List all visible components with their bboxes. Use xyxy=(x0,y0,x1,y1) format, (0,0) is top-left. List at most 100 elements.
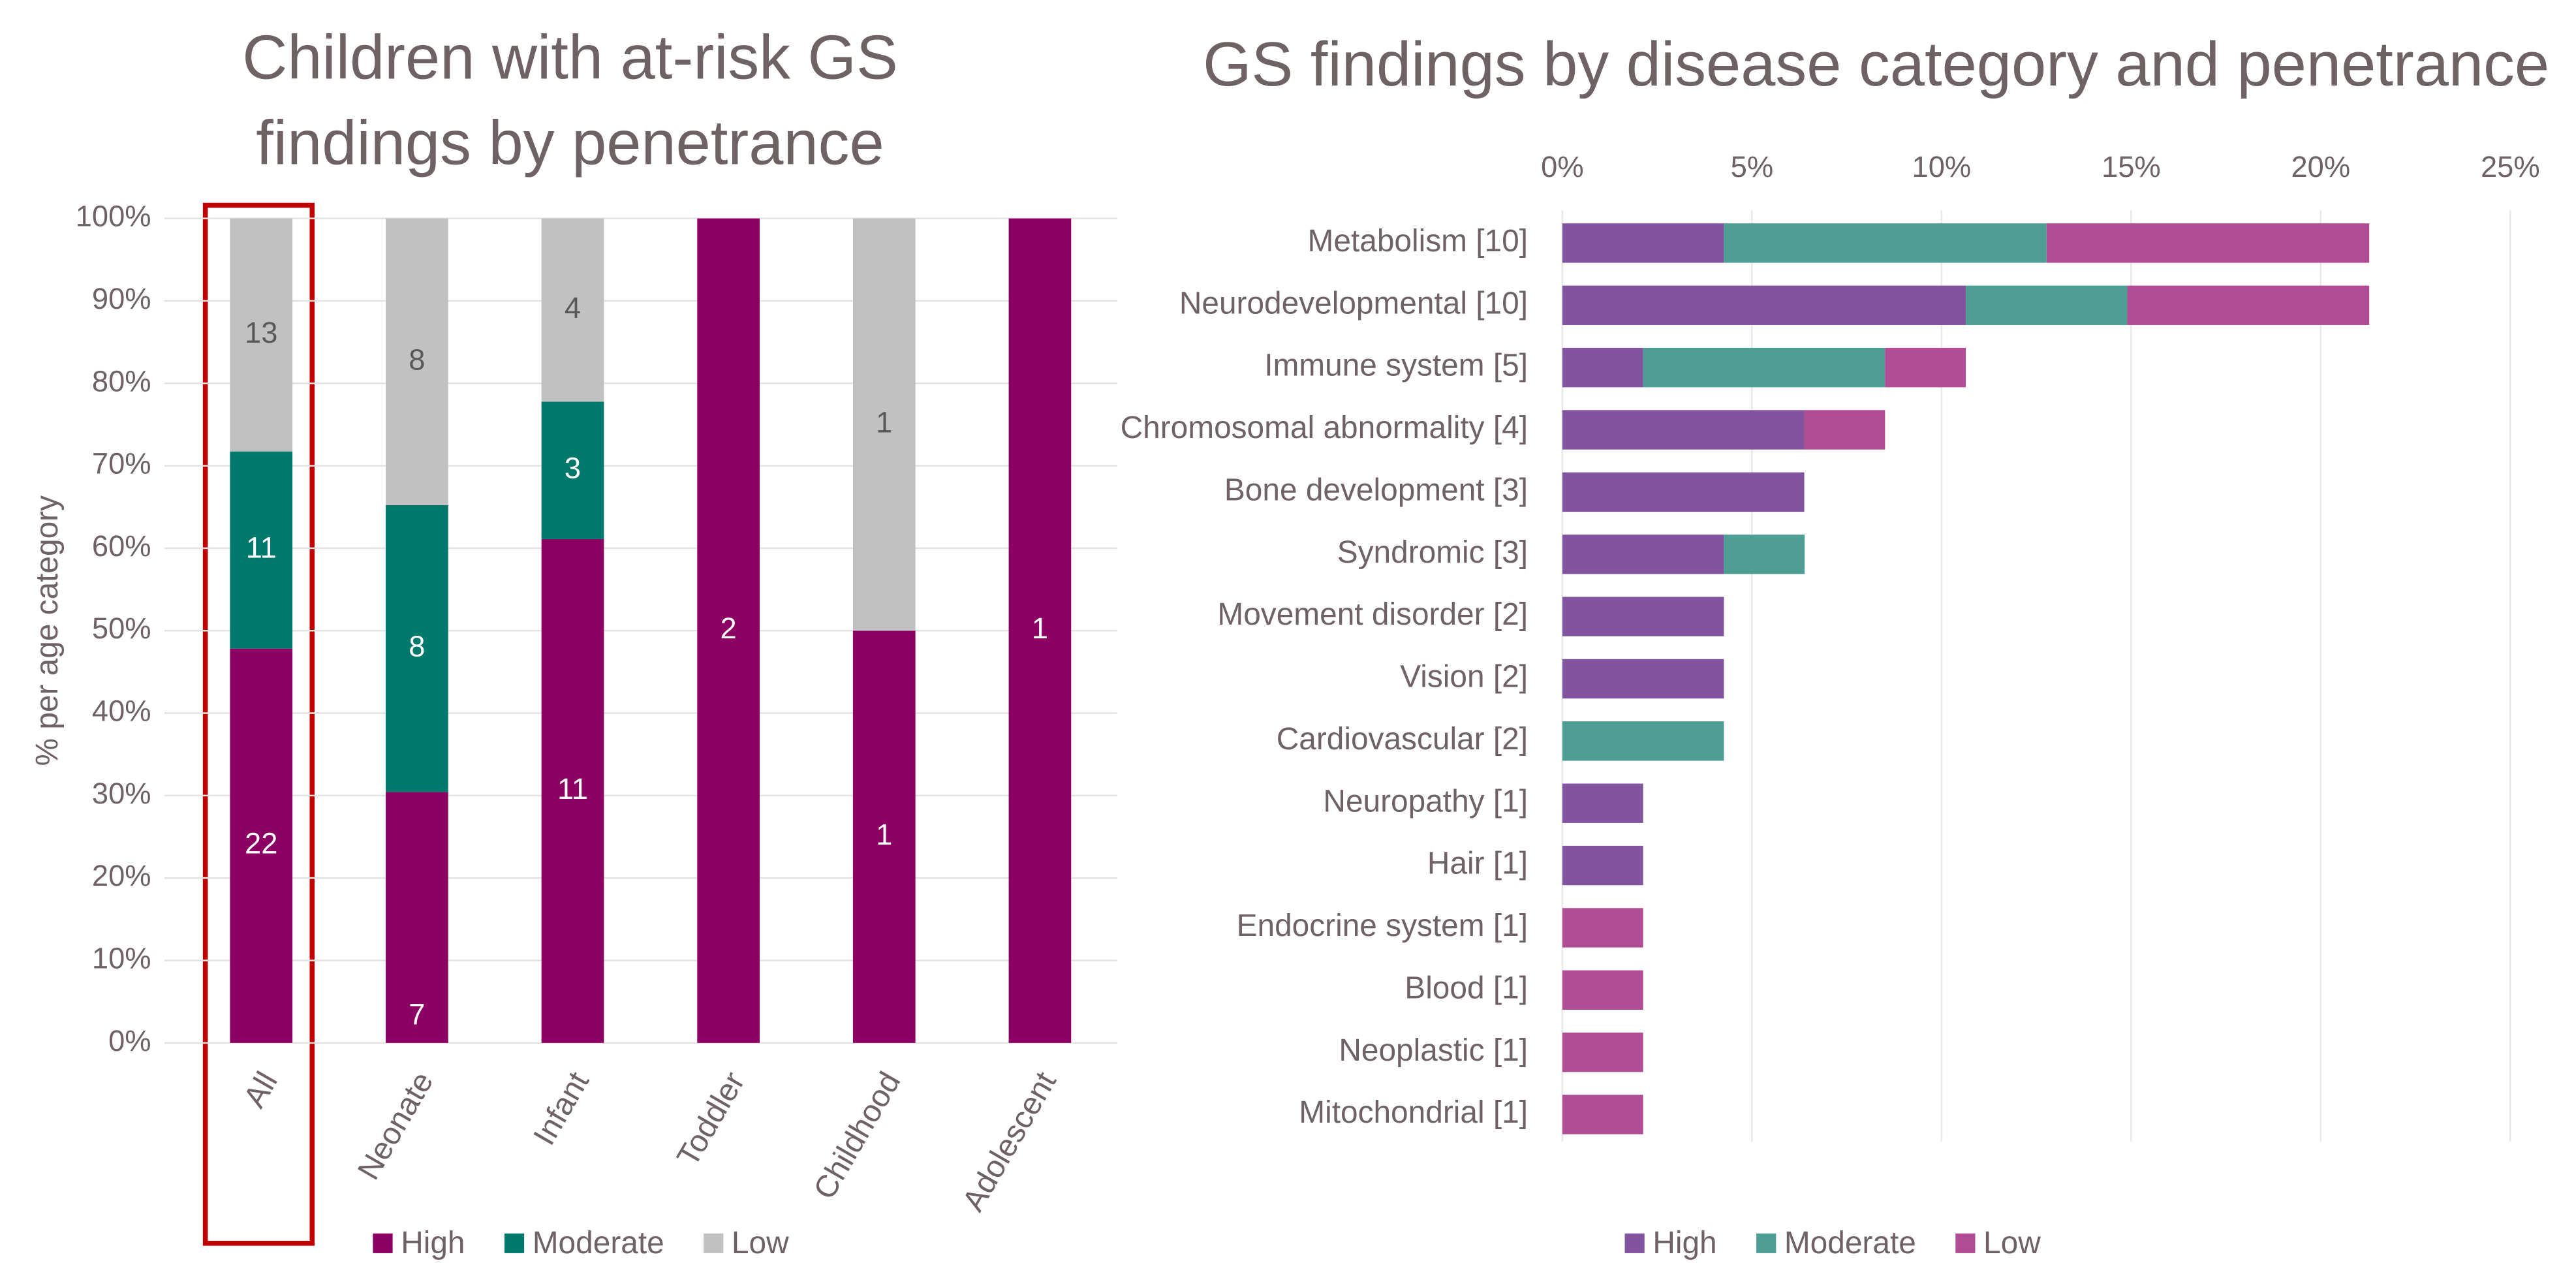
legend-swatch xyxy=(1955,1233,1976,1253)
bar-segment xyxy=(1562,410,1805,450)
bar-segment xyxy=(230,451,293,649)
y-tick-label: Neurodevelopmental [10] xyxy=(1179,286,1528,320)
y-tick-label: Mitochondrial [1] xyxy=(1299,1095,1528,1130)
data-label: 2 xyxy=(721,612,737,645)
y-tick-label: 20% xyxy=(92,859,151,892)
y-axis-title: % per age category xyxy=(30,495,65,766)
bar-segment xyxy=(1562,1032,1643,1072)
bar-segment xyxy=(1562,970,1643,1010)
y-tick-label: Neuropathy [1] xyxy=(1323,784,1528,819)
y-tick-label: 40% xyxy=(92,694,151,728)
bar-segment xyxy=(386,218,448,506)
data-label: 11 xyxy=(246,531,277,565)
bar-segment xyxy=(1008,218,1072,1043)
bar-segment xyxy=(1562,285,1966,325)
x-tick-label: 0% xyxy=(1541,150,1583,183)
bar-segment xyxy=(1562,908,1643,948)
y-tick-label: Endocrine system [1] xyxy=(1237,909,1528,943)
chart-title: GS findings by disease category and pene… xyxy=(1203,29,2549,99)
legend-label: Low xyxy=(732,1226,789,1260)
y-tick-label: Chromosomal abnormality [4] xyxy=(1121,411,1528,445)
legend-swatch xyxy=(504,1233,525,1253)
x-tick-label: 15% xyxy=(2102,150,2161,183)
x-tick-label: Neonate xyxy=(351,1066,440,1185)
bar-segment xyxy=(697,218,760,1043)
bar-segment xyxy=(1562,535,1724,574)
data-label: 22 xyxy=(245,827,277,860)
y-tick-label: Immune system [5] xyxy=(1264,349,1528,383)
y-tick-label: 80% xyxy=(92,364,151,398)
x-tick-label: All xyxy=(237,1066,284,1113)
bar-segment xyxy=(1562,597,1724,636)
y-tick-label: 70% xyxy=(92,447,151,480)
bar-segment xyxy=(1562,845,1643,886)
y-tick-label: 30% xyxy=(92,777,151,810)
legend-swatch xyxy=(1756,1233,1777,1253)
bar-segment xyxy=(2046,223,2370,263)
bar-segment xyxy=(852,631,916,1043)
x-tick-label: 25% xyxy=(2481,150,2540,183)
data-label: 11 xyxy=(557,772,588,805)
highlight-box xyxy=(202,202,315,1246)
title-line: findings by penetrance xyxy=(256,108,884,178)
bar-segment xyxy=(1562,1095,1643,1134)
bar-segment xyxy=(230,648,293,1043)
bar-segment xyxy=(230,218,293,452)
bar-segment xyxy=(1724,535,1805,574)
y-tick-label: Cardiovascular [2] xyxy=(1277,722,1528,756)
bar-segment xyxy=(386,792,448,1043)
legend-label: High xyxy=(401,1226,465,1260)
y-tick-label: 60% xyxy=(92,529,151,563)
bar-segment xyxy=(1562,347,1643,388)
legend-label: High xyxy=(1653,1226,1716,1260)
title-line: Children with at-risk GS xyxy=(242,23,898,93)
bar-segment xyxy=(1562,659,1724,699)
bar-segment xyxy=(541,401,604,539)
y-tick-label: Hair [1] xyxy=(1427,847,1528,881)
y-tick-label: Syndromic [3] xyxy=(1337,535,1528,570)
x-tick-label: Adolescent xyxy=(956,1066,1063,1217)
y-tick-label: 100% xyxy=(76,200,151,233)
data-label: 3 xyxy=(565,452,581,485)
legend-swatch xyxy=(373,1233,393,1253)
y-tick-label: Neoplastic [1] xyxy=(1339,1033,1528,1068)
legend-label: Moderate xyxy=(1784,1226,1916,1260)
bar-segment xyxy=(386,505,448,792)
data-label: 8 xyxy=(409,630,425,663)
data-label: 1 xyxy=(876,405,892,439)
bar-segment xyxy=(1966,285,2128,325)
bar-segment xyxy=(2127,285,2370,325)
x-tick-label: 10% xyxy=(1912,150,1972,183)
bar-segment xyxy=(852,218,916,631)
chart-title: Children with at-risk GS findings by pene… xyxy=(242,23,898,178)
x-tick-label: 5% xyxy=(1731,150,1773,183)
data-label: 13 xyxy=(245,316,277,349)
legend-swatch xyxy=(1624,1233,1645,1253)
bar-segment xyxy=(1562,223,1724,263)
bar-segment xyxy=(541,538,604,1043)
legend-label: Low xyxy=(1983,1226,2041,1260)
data-label: 4 xyxy=(565,291,581,324)
bar-segment xyxy=(1885,347,1966,388)
bar-segment xyxy=(1562,721,1724,761)
y-tick-label: Bone development [3] xyxy=(1224,473,1528,508)
y-tick-label: 50% xyxy=(92,612,151,645)
bar-segment xyxy=(541,218,604,402)
legend-label: Moderate xyxy=(533,1226,664,1260)
data-label: 7 xyxy=(409,998,425,1031)
bar-segment xyxy=(1562,783,1643,823)
y-tick-label: Vision [2] xyxy=(1400,660,1528,694)
y-tick-label: Blood [1] xyxy=(1404,971,1528,1005)
bar-segment xyxy=(1724,223,2047,263)
bar-segment xyxy=(1562,472,1805,512)
bar-segment xyxy=(1643,347,1885,388)
bar-segment xyxy=(1804,410,1885,450)
y-tick-label: 90% xyxy=(92,282,151,315)
x-tick-label: Toddler xyxy=(670,1066,751,1172)
y-tick-label: 0% xyxy=(108,1024,151,1057)
y-tick-label: Metabolism [10] xyxy=(1308,224,1528,258)
y-tick-label: 10% xyxy=(92,941,151,975)
data-label: 1 xyxy=(876,818,892,851)
legend-swatch xyxy=(704,1233,724,1253)
